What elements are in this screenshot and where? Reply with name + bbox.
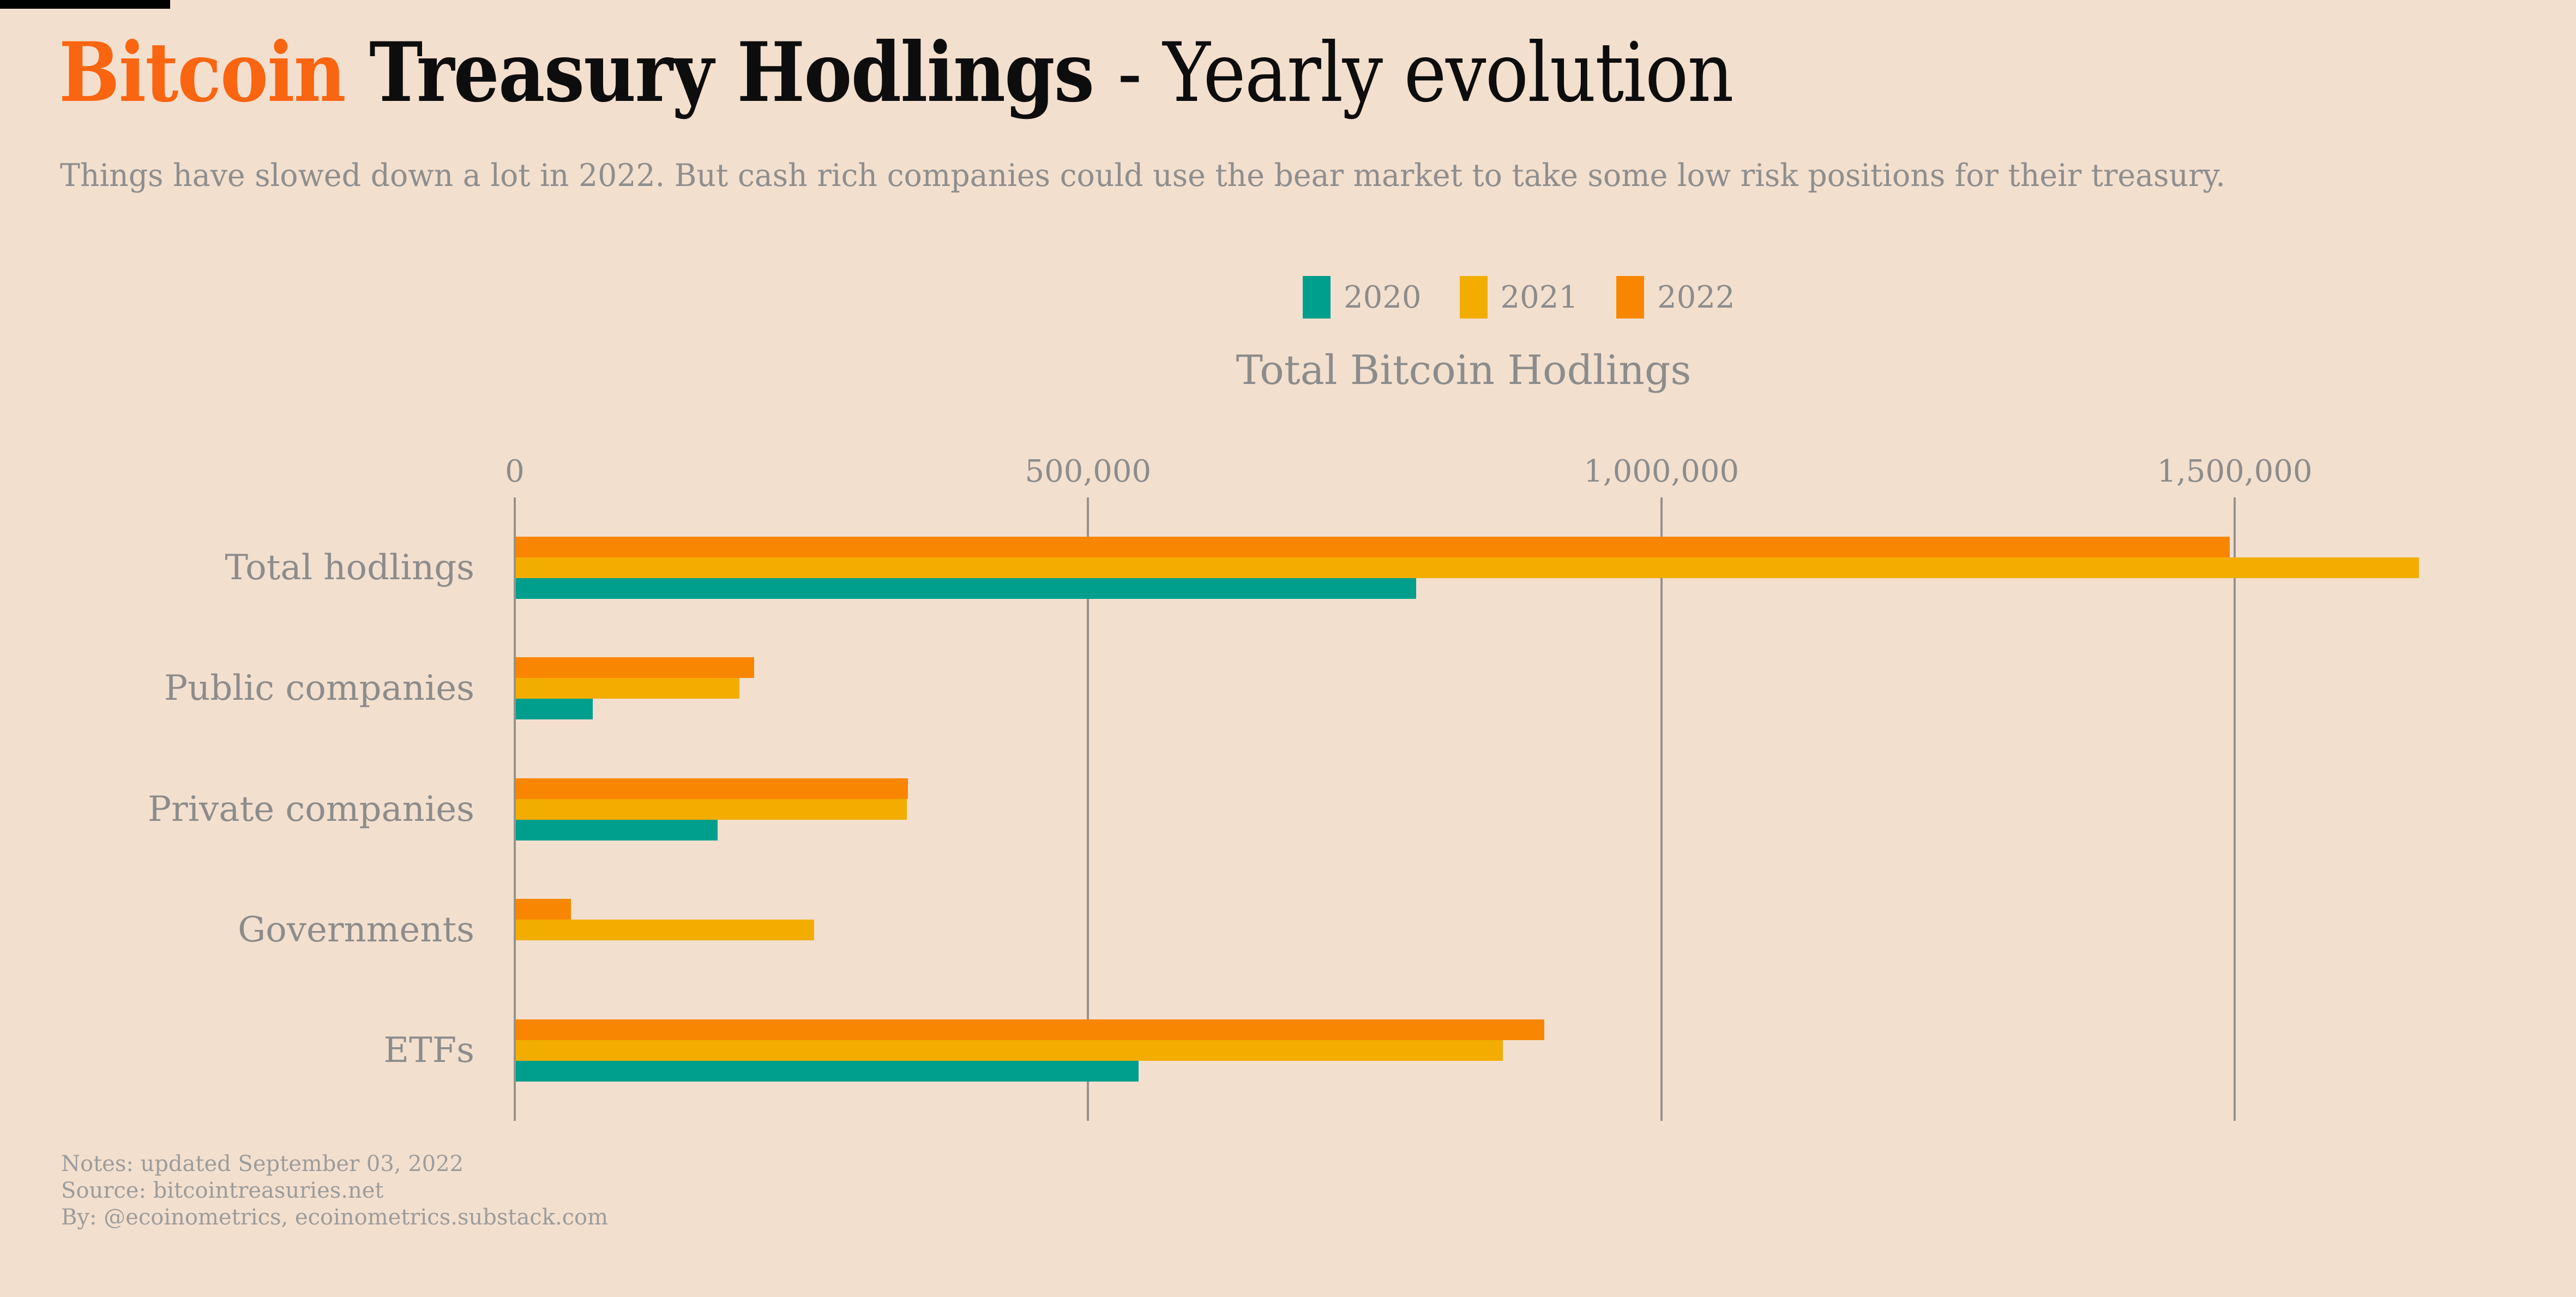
bar-2020-public-companies bbox=[516, 699, 593, 720]
x-tick-label: 0 bbox=[505, 454, 525, 489]
bar-2021-etfs bbox=[516, 1040, 1503, 1061]
bar-2020-total-hodlings bbox=[516, 578, 1416, 599]
legend-label-2020: 2020 bbox=[1344, 279, 1422, 315]
legend-item-2021: 2021 bbox=[1459, 276, 1579, 319]
bar-2022-etfs bbox=[516, 1019, 1544, 1041]
title-bold: Treasury Hodlings bbox=[369, 25, 1094, 121]
category-label-total-hodlings: Total hodlings bbox=[225, 548, 474, 588]
notes-block: Notes: updated September 03, 2022 Source… bbox=[61, 1151, 608, 1231]
category-label-private-companies: Private companies bbox=[148, 789, 474, 830]
x-tick-label: 500,000 bbox=[1025, 454, 1152, 489]
x-tick-label: 1,500,000 bbox=[2157, 454, 2313, 489]
category-label-governments: Governments bbox=[238, 909, 474, 950]
legend-swatch-2021 bbox=[1459, 276, 1488, 319]
gridline-1-500-000 bbox=[2233, 497, 2236, 1121]
top-accent-bar bbox=[0, 0, 170, 9]
bar-2022-private-companies bbox=[516, 778, 908, 799]
gridline-1-000-000 bbox=[1660, 497, 1663, 1121]
legend-item-2020: 2020 bbox=[1303, 276, 1422, 319]
bar-2020-private-companies bbox=[516, 819, 718, 840]
subtitle: Things have slowed down a lot in 2022. B… bbox=[60, 158, 2226, 194]
legend-swatch-2022 bbox=[1616, 276, 1645, 319]
bar-2020-etfs bbox=[516, 1061, 1139, 1082]
bar-2021-governments bbox=[516, 919, 814, 940]
gridline-500-000 bbox=[1087, 497, 1090, 1121]
bar-2021-total-hodlings bbox=[516, 557, 2419, 578]
title-suffix: - Yearly evolution bbox=[1117, 26, 1734, 121]
category-label-etfs: ETFs bbox=[383, 1030, 474, 1071]
bar-2022-public-companies bbox=[516, 657, 754, 678]
notes-line-source: Source: bitcointreasuries.net bbox=[61, 1178, 384, 1203]
legend-label-2021: 2021 bbox=[1500, 279, 1579, 315]
notes-line-updated: Notes: updated September 03, 2022 bbox=[61, 1151, 464, 1176]
notes-line-author: By: @ecoinometrics, ecoinometrics.substa… bbox=[61, 1205, 609, 1230]
chart-title: Total Bitcoin Hodlings bbox=[1236, 347, 1692, 394]
bar-2022-total-hodlings bbox=[516, 537, 2230, 557]
bar-2021-public-companies bbox=[516, 678, 739, 699]
category-label-public-companies: Public companies bbox=[164, 668, 474, 709]
title-highlight: Bitcoin bbox=[59, 25, 346, 121]
legend-item-2022: 2022 bbox=[1616, 276, 1735, 319]
x-tick-label: 1,000,000 bbox=[1584, 454, 1740, 489]
legend-label-2022: 2022 bbox=[1657, 279, 1735, 315]
bar-2022-governments bbox=[516, 898, 571, 920]
legend-swatch-2020 bbox=[1303, 276, 1331, 319]
bar-2021-private-companies bbox=[516, 798, 907, 820]
page-title: Bitcoin Treasury Hodlings - Yearly evolu… bbox=[59, 20, 1734, 127]
chart-legend: 2020 2021 2022 bbox=[1303, 276, 1773, 319]
gridline-0 bbox=[514, 497, 516, 1121]
